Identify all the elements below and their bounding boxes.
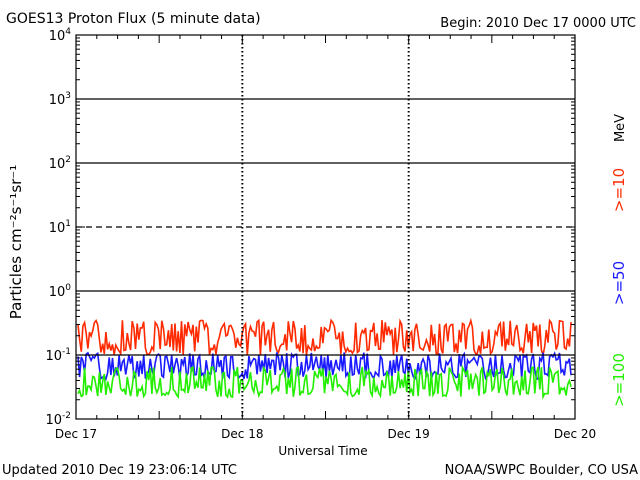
y-tick-label: 104 — [49, 27, 72, 44]
plot-area — [75, 34, 576, 420]
legend-unit-mev: MeV — [613, 114, 628, 142]
begin-label: Begin: 2010 Dec 17 0000 UTC — [440, 16, 636, 31]
x-axis-label: Universal Time — [278, 444, 367, 458]
x-tick-label: Dec 20 — [554, 427, 596, 441]
y-axis-label: Particles cm⁻²s⁻¹sr⁻¹ — [7, 165, 25, 319]
footer-updated: Updated 2010 Dec 19 23:06:14 UTC — [2, 463, 237, 478]
series-line-1 — [77, 351, 572, 382]
y-tick-label: 102 — [49, 155, 71, 172]
x-tick-label: Dec 18 — [221, 427, 263, 441]
y-tick-label: 100 — [49, 283, 72, 300]
chart-title: GOES13 Proton Flux (5 minute data) — [6, 11, 261, 27]
y-tick-label: 103 — [49, 91, 71, 108]
legend-entry: >=50 — [610, 261, 628, 305]
footer-source: NOAA/SWPC Boulder, CO USA — [445, 463, 638, 478]
x-tick-label: Dec 17 — [55, 427, 97, 441]
y-tick-label: 10-2 — [45, 411, 71, 428]
legend-entry: >=10 — [610, 168, 628, 212]
x-tick-label: Dec 19 — [388, 427, 430, 441]
y-tick-label: 10-1 — [45, 347, 71, 364]
legend-entry: >=100 — [610, 353, 628, 407]
y-tick-label: 101 — [49, 219, 71, 236]
series-line-2 — [77, 364, 572, 400]
series-line-0 — [77, 317, 572, 358]
